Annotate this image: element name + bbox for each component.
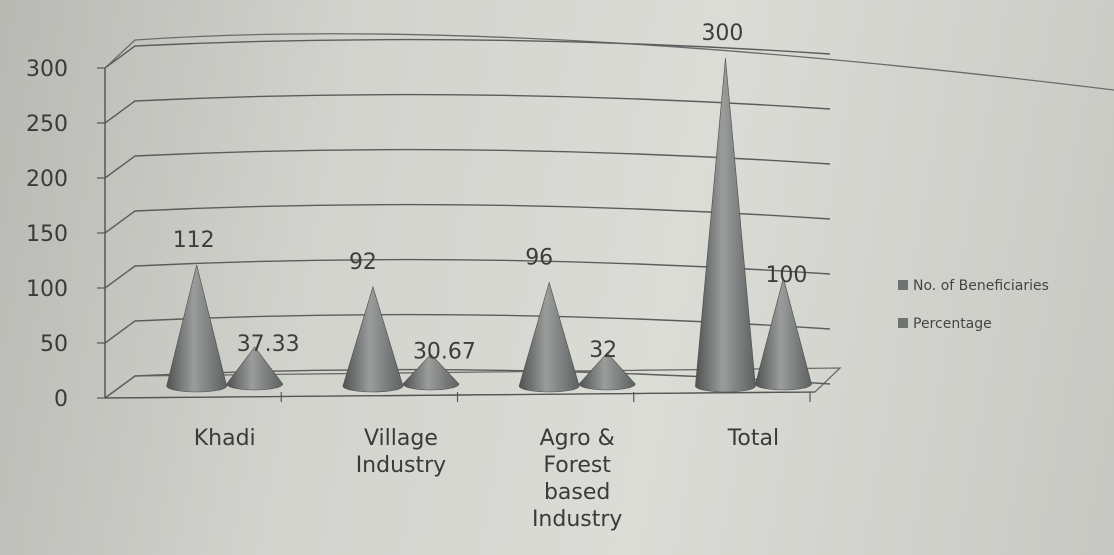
x-axis: Khadi Village Industry Agro & Forest based Ind…: [104, 391, 816, 532]
cone-beneficiaries: [518, 281, 580, 393]
cone-beneficiaries: [342, 285, 404, 393]
x-tick-label: Village Industry: [356, 426, 447, 478]
data-label: 300: [701, 21, 743, 46]
cone-percentage: [402, 353, 460, 391]
data-label: 112: [173, 228, 215, 253]
wall-outline: [104, 33, 1114, 398]
legend-entry: No. of Beneficiaries: [913, 278, 1049, 294]
legend-entry: Percentage: [913, 316, 992, 332]
y-tick-label: 150: [26, 222, 68, 247]
legend-marker: [898, 318, 908, 328]
y-tick-label: 0: [54, 387, 68, 412]
data-label: 100: [765, 263, 807, 288]
cone-percentage: [578, 352, 636, 391]
cone-beneficiaries: [695, 57, 756, 393]
cone-beneficiaries: [166, 264, 227, 393]
data-label: 37.33: [237, 332, 300, 357]
y-tick-label: 100: [26, 277, 68, 302]
x-tick-label: Agro & Forest based Industry: [532, 426, 623, 532]
legend: No. of Beneficiaries Percentage: [898, 278, 1049, 332]
y-tick-label: 300: [26, 57, 68, 82]
x-tick-label: Total: [727, 426, 779, 451]
legend-marker: [898, 280, 908, 290]
y-tick-label: 200: [26, 167, 68, 192]
y-tick-label: 50: [40, 332, 68, 357]
x-axis-line: [104, 391, 816, 399]
y-axis: 0 50 100 150 200 250 300: [26, 57, 106, 412]
data-label: 96: [525, 245, 553, 270]
gridline: [104, 38, 831, 69]
data-label: 30.67: [413, 339, 476, 364]
x-tick-label: Khadi: [194, 426, 256, 451]
cone-percentage: [755, 276, 812, 391]
data-label: 92: [349, 250, 377, 275]
y-tick-label: 250: [26, 112, 68, 137]
cone-percentage: [226, 346, 283, 391]
plot-area: 112 37.33 92 30.67 96 32 300 100: [166, 21, 812, 393]
data-label: 32: [589, 338, 617, 363]
